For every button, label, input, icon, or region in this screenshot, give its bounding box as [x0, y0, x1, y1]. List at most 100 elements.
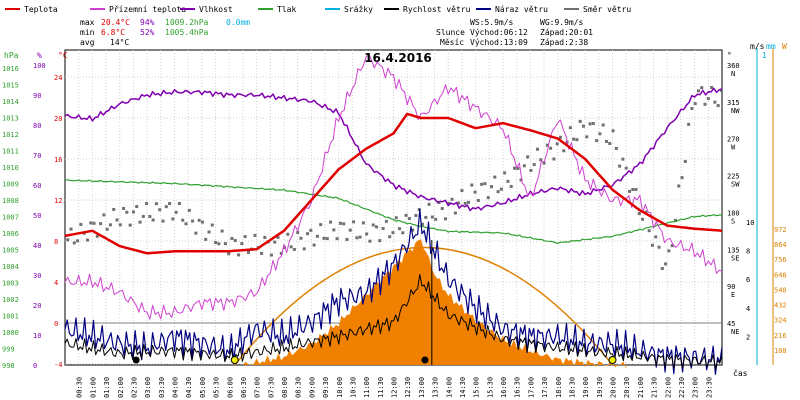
wind-direction-dot — [85, 238, 89, 242]
wind-direction-dot — [480, 182, 484, 186]
wind-direction-dot — [398, 227, 402, 231]
wind-direction-dot — [654, 235, 658, 239]
temp-tick-label: 8 — [54, 238, 58, 246]
hpa-tick-label: 1011 — [2, 148, 19, 156]
wind-direction-dot — [76, 239, 80, 243]
time-tick-label: 18:00 — [555, 377, 563, 398]
deg-tick-label: 135 — [727, 246, 740, 254]
axes-layer: 1016101510141013101210111010100910081007… — [2, 48, 787, 398]
sun-rise: Východ:06:12 — [470, 28, 528, 37]
time-tick-label: 18:30 — [568, 377, 576, 398]
temp-tick-label: 0 — [54, 320, 58, 328]
moon-rise: Východ:13:09 — [470, 38, 528, 47]
wm2-tick-label: 756 — [774, 256, 787, 264]
wind-direction-dot — [522, 164, 526, 168]
humidity-line — [64, 87, 723, 212]
wind-direction-dot — [210, 223, 214, 227]
ms-tick-label: 4 — [746, 305, 750, 313]
time-tick-label: 21:00 — [637, 377, 645, 398]
temp-tick-label: 24 — [54, 74, 62, 82]
wind-direction-dot — [539, 158, 543, 162]
pct-tick-label: 20 — [33, 302, 41, 310]
wind-direction-dot — [263, 235, 267, 239]
deg-tick-label: 270 — [727, 136, 740, 144]
wind-direction-dot — [463, 201, 467, 205]
wind-direction-dot — [719, 88, 723, 92]
wind-direction-dot — [549, 146, 553, 150]
wm2-tick-label: 324 — [774, 317, 787, 325]
stat-min-press: 1005.4hPa — [165, 28, 209, 37]
axis-unit-wm2: W — [782, 42, 787, 51]
hpa-tick-label: 1009 — [2, 181, 19, 189]
wind-direction-dot — [611, 129, 615, 133]
dir-tick-label: NW — [731, 107, 740, 115]
wind-direction-dot — [476, 198, 480, 202]
solar-radiation-layer — [234, 239, 627, 369]
wind-direction-dot — [568, 126, 572, 130]
wind-speed-info: WS:5.9m/s — [470, 18, 514, 27]
wind-direction-dot — [411, 228, 415, 232]
wind-direction-dot — [72, 241, 76, 245]
wind-direction-dot — [634, 188, 638, 192]
time-axis-label: čas — [733, 368, 748, 378]
temp-tick-label: -4 — [54, 361, 62, 369]
wind-direction-dot — [168, 202, 172, 206]
wind-direction-dot — [677, 184, 681, 188]
wind-direction-dot — [177, 202, 181, 206]
info-block: WS:5.9m/s WG:9.9m/s Slunce Východ:06:12 … — [436, 18, 593, 47]
wind-direction-dot — [509, 184, 513, 188]
stat-max-press: 1009.2hPa — [165, 18, 209, 27]
axis-unit-deg: ° — [727, 51, 732, 60]
wind-direction-dot — [430, 215, 434, 219]
dir-tick-label: E — [731, 291, 735, 299]
wind-direction-dot — [680, 176, 684, 180]
time-tick-label: 19:00 — [582, 377, 590, 398]
pct-tick-label: 40 — [33, 242, 41, 250]
wind-direction-dot — [332, 228, 336, 232]
time-tick-label: 20:00 — [610, 377, 618, 398]
wind-direction-dot — [621, 157, 625, 161]
wind-direction-dot — [690, 107, 694, 111]
mm-tick-label: 1 — [762, 51, 767, 60]
legend-item: Teplota — [24, 5, 58, 14]
wind-direction-dot — [348, 228, 352, 232]
wind-direction-dot — [696, 89, 700, 93]
dir-tick-label: SW — [731, 181, 740, 189]
wind-direction-dot — [414, 213, 418, 217]
wind-direction-dot — [545, 143, 549, 147]
wm2-tick-label: 108 — [774, 347, 787, 355]
wm2-tick-label: 216 — [774, 332, 787, 340]
wind-direction-dot — [483, 182, 487, 186]
wind-direction-dot — [526, 155, 530, 159]
wind-direction-dot — [246, 250, 250, 254]
time-tick-label: 10:00 — [336, 377, 344, 398]
wind-direction-dot — [703, 102, 707, 106]
wind-direction-dot — [578, 119, 582, 123]
wind_gust-line — [64, 208, 723, 375]
moon-set: Západ:2:38 — [540, 38, 588, 47]
pct-tick-label: 80 — [33, 122, 41, 130]
wind-direction-dot — [220, 229, 224, 233]
wind-direction-dot — [302, 247, 306, 251]
wind-direction-dot — [637, 212, 641, 216]
legend-item: Náraz větru — [495, 5, 548, 14]
time-tick-label: 16:00 — [500, 377, 508, 398]
wind-direction-dot — [407, 217, 411, 221]
deg-tick-label: 90 — [727, 283, 735, 291]
wind-direction-dot — [319, 223, 323, 227]
wind-direction-dot — [138, 220, 142, 224]
wind-direction-dot — [89, 221, 93, 225]
wind-direction-dot — [325, 237, 329, 241]
time-tick-label: 11:00 — [363, 377, 371, 398]
wind-direction-dot — [227, 252, 231, 256]
wind-direction-dot — [233, 239, 237, 243]
temp-tick-label: 4 — [54, 279, 58, 287]
wind-direction-dot — [575, 138, 579, 142]
wind-direction-dot — [394, 216, 398, 220]
series-layer — [64, 54, 723, 375]
wind-direction-dot — [207, 230, 211, 234]
wind-direction-dot — [204, 237, 208, 241]
pct-tick-label: 60 — [33, 182, 41, 190]
stat-avg-temp: 14°C — [110, 38, 129, 47]
wind-direction-dot — [618, 164, 622, 168]
